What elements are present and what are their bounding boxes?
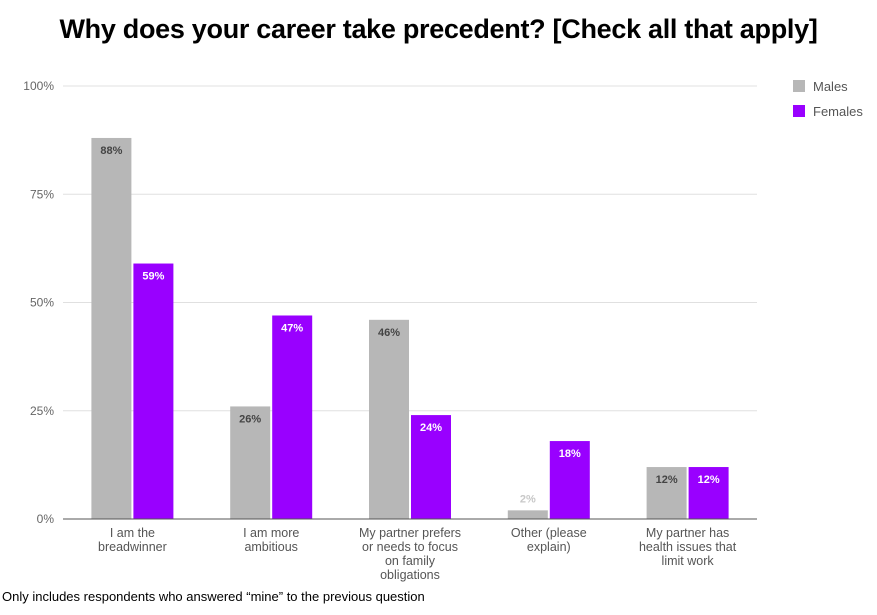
x-tick-label: health issues that — [639, 540, 737, 554]
bar — [646, 467, 687, 519]
bar — [91, 137, 132, 519]
x-tick-label: ambitious — [244, 540, 298, 554]
bar — [507, 510, 548, 519]
x-tick-label: breadwinner — [98, 540, 167, 554]
data-label: 18% — [559, 448, 581, 460]
x-tick-label: explain) — [527, 540, 571, 554]
bar — [411, 415, 451, 519]
x-tick-label: on family — [385, 554, 436, 568]
bars: 88% 59% 26% 47% 46% 24% 2% 18% 12% 12% — [91, 137, 729, 519]
data-label: 47% — [281, 322, 303, 334]
y-tick-label: 0% — [37, 512, 55, 526]
bar — [688, 467, 729, 519]
x-tick-label: I am the — [110, 526, 155, 540]
data-label: 2% — [520, 493, 536, 505]
bar — [133, 263, 174, 519]
data-label: 26% — [239, 413, 261, 425]
y-tick-label: 75% — [30, 187, 54, 201]
x-tick-label: obligations — [380, 568, 440, 582]
x-tick-label: or needs to focus — [362, 540, 458, 554]
bar — [369, 319, 409, 519]
legend-swatch — [793, 105, 805, 117]
y-tick-label: 100% — [23, 79, 54, 93]
footnote: Only includes respondents who answered “… — [2, 589, 425, 604]
x-tick-label: I am more — [243, 526, 299, 540]
legend-label: Males — [813, 79, 848, 94]
bar — [549, 441, 590, 519]
y-tick-label: 25% — [30, 404, 54, 418]
data-label: 12% — [656, 474, 678, 486]
gridlines — [63, 85, 757, 412]
data-label: 46% — [378, 327, 400, 339]
data-label: 12% — [698, 474, 720, 486]
bar-chart: 0% 25% 50% 75% 100% 88% 59% 26% 47% 46% 24% 2% 18% 1… — [23, 79, 863, 582]
chart-title: Why does your career take precedent? [Ch… — [59, 14, 818, 44]
legend-label: Females — [813, 104, 863, 119]
bar — [272, 315, 313, 519]
x-tick-label: My partner has — [646, 526, 729, 540]
legend-swatch — [793, 80, 805, 92]
x-tick-label: Other (please — [511, 526, 587, 540]
y-axis: 0% 25% 50% 75% 100% — [23, 79, 54, 526]
data-label: 24% — [420, 422, 442, 434]
bar — [230, 406, 271, 519]
legend: Males Females — [793, 79, 863, 119]
data-label: 88% — [100, 145, 122, 157]
data-label: 59% — [142, 271, 164, 283]
y-tick-label: 50% — [30, 296, 54, 310]
x-tick-label: My partner prefers — [359, 526, 461, 540]
x-tick-label: limit work — [662, 554, 715, 568]
